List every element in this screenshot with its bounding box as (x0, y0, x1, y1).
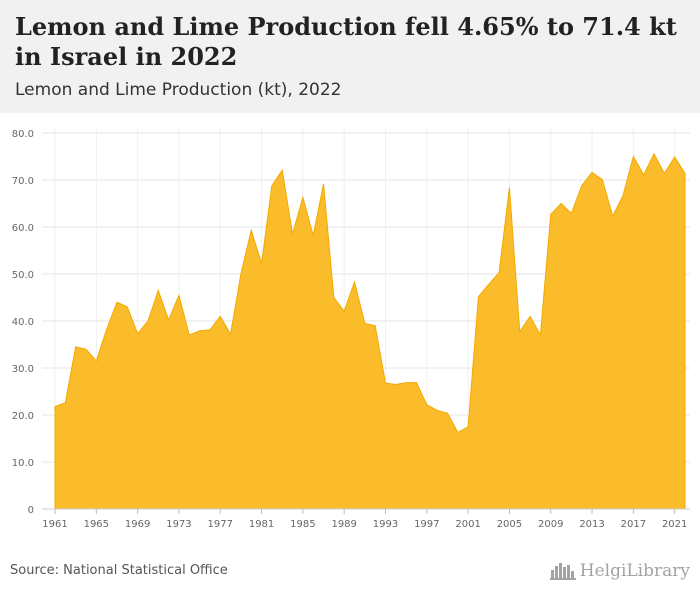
data-point[interactable] (444, 410, 450, 416)
header-band (0, 0, 700, 113)
brand-name: HelgiLibrary (579, 561, 690, 581)
y-tick-label: 40.0 (12, 317, 34, 328)
x-tick-label: 1989 (331, 519, 356, 530)
data-point[interactable] (661, 170, 667, 176)
data-point[interactable] (207, 327, 213, 333)
data-point[interactable] (93, 358, 99, 364)
y-tick-label: 80.0 (12, 129, 34, 140)
data-point[interactable] (403, 380, 409, 386)
data-point[interactable] (579, 183, 585, 189)
x-tick-label: 1981 (249, 519, 274, 530)
data-point[interactable] (424, 402, 430, 408)
x-tick-label: 2013 (579, 519, 604, 530)
data-point[interactable] (434, 407, 440, 413)
data-point[interactable] (290, 231, 296, 237)
data-point[interactable] (382, 380, 388, 386)
data-point[interactable] (83, 346, 89, 352)
data-point[interactable] (248, 227, 254, 233)
data-point[interactable] (630, 154, 636, 160)
data-point[interactable] (73, 344, 79, 350)
data-point[interactable] (558, 201, 564, 207)
data-point[interactable] (279, 167, 285, 173)
data-point[interactable] (362, 320, 368, 326)
data-point[interactable] (269, 183, 275, 189)
series-layer (52, 151, 688, 510)
x-tick-label: 1973 (166, 519, 191, 530)
x-tick-label: 1977 (208, 519, 233, 530)
data-point[interactable] (610, 213, 616, 219)
x-tick-label: 2009 (538, 519, 563, 530)
data-point[interactable] (62, 400, 68, 406)
data-point[interactable] (475, 294, 481, 300)
y-axis: 0 10.0 20.0 30.0 40.0 50.0 60.0 70.0 80.0 (12, 129, 34, 516)
data-point[interactable] (259, 261, 265, 267)
y-tick-label: 50.0 (12, 270, 34, 281)
data-point[interactable] (124, 304, 130, 310)
data-point[interactable] (496, 270, 502, 276)
data-point[interactable] (155, 287, 161, 293)
data-point[interactable] (527, 313, 533, 319)
x-tick-label: 1985 (290, 519, 315, 530)
data-point[interactable] (568, 210, 574, 216)
data-point[interactable] (641, 172, 647, 178)
y-tick-label: 10.0 (12, 458, 34, 469)
data-point[interactable] (455, 429, 461, 435)
y-tick-label: 30.0 (12, 364, 34, 375)
x-tick-label: 1969 (125, 519, 150, 530)
data-point[interactable] (135, 331, 141, 337)
source-note: Source: National Statistical Office (10, 563, 228, 578)
data-point[interactable] (310, 232, 316, 238)
data-point[interactable] (682, 170, 688, 176)
data-point[interactable] (393, 381, 399, 387)
x-axis: 1961 1965 1969 1973 1977 1981 1985 1989 1993 1997… (42, 508, 690, 530)
data-point[interactable] (145, 318, 151, 324)
x-tick-label: 2001 (455, 519, 480, 530)
data-point[interactable] (599, 177, 605, 183)
data-point[interactable] (486, 281, 492, 287)
page-title: Lemon and Lime Production fell 4.65% to … (15, 12, 677, 71)
x-tick-label: 1961 (42, 519, 67, 530)
y-tick-label: 20.0 (12, 411, 34, 422)
data-point[interactable] (114, 299, 120, 305)
brand-logo[interactable]: HelgiLibrary (549, 561, 690, 581)
data-point[interactable] (517, 329, 523, 335)
data-point[interactable] (186, 332, 192, 338)
data-point[interactable] (197, 328, 203, 334)
data-point[interactable] (465, 424, 471, 430)
data-point[interactable] (228, 331, 234, 337)
data-point[interactable] (217, 313, 223, 319)
data-point[interactable] (321, 181, 327, 187)
data-point[interactable] (548, 211, 554, 217)
data-point[interactable] (372, 323, 378, 329)
data-point[interactable] (589, 169, 595, 175)
area-chart: 010.020.030.040.050.060.070.080.0 1961 19… (12, 128, 690, 530)
data-point[interactable] (537, 332, 543, 338)
data-point[interactable] (352, 279, 358, 285)
x-tick-label: 1993 (373, 519, 398, 530)
data-point[interactable] (166, 317, 172, 323)
data-point[interactable] (300, 194, 306, 200)
data-point[interactable] (104, 326, 110, 332)
data-point[interactable] (651, 151, 657, 157)
x-tick-label: 2021 (662, 519, 687, 530)
x-tick-label: 1965 (84, 519, 109, 530)
data-point[interactable] (331, 295, 337, 301)
y-tick-label: 70.0 (12, 176, 34, 187)
data-point[interactable] (341, 308, 347, 314)
skyline-icon (549, 563, 576, 580)
data-point[interactable] (238, 271, 244, 277)
series-area (54, 152, 686, 510)
x-tick-label: 2017 (621, 519, 646, 530)
data-point[interactable] (413, 380, 419, 386)
y-tick-label: 0 (28, 505, 34, 516)
x-tick-label: 2005 (497, 519, 522, 530)
x-tick-label: 1997 (414, 519, 439, 530)
data-point[interactable] (176, 292, 182, 298)
data-point[interactable] (672, 154, 678, 160)
data-point[interactable] (506, 185, 512, 191)
chart-subtitle: Lemon and Lime Production (kt), 2022 (15, 80, 342, 100)
data-point[interactable] (52, 404, 58, 410)
y-tick-label: 60.0 (12, 223, 34, 234)
data-point[interactable] (620, 193, 626, 199)
